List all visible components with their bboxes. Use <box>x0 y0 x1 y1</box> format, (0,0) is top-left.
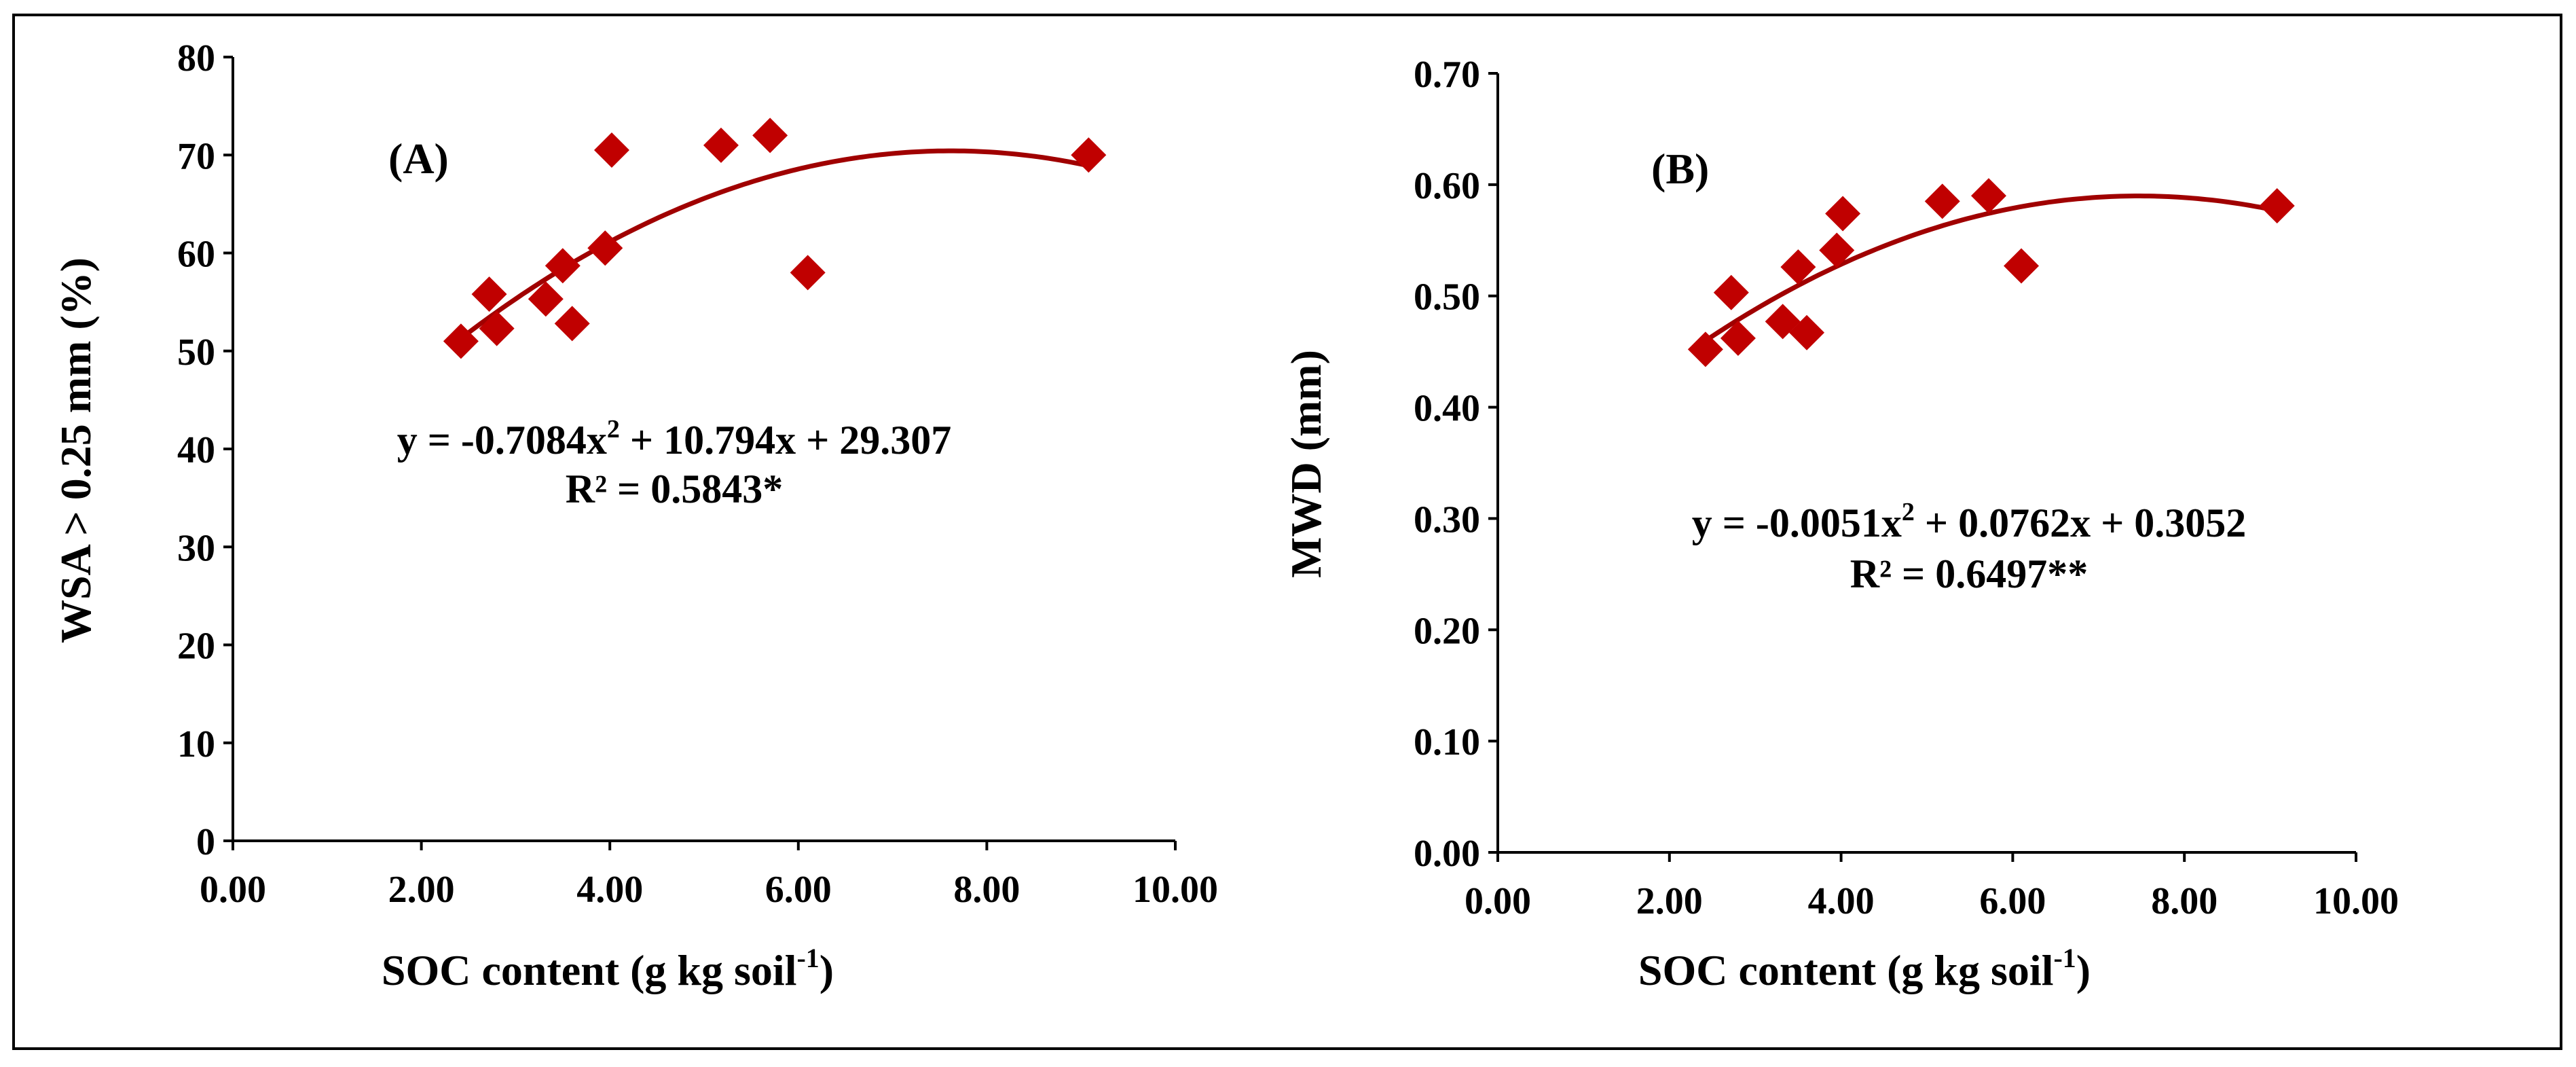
panel-a-equation-sup: 2 <box>607 415 620 444</box>
panel-a-y-tick-labels: 0 10 20 30 40 50 60 70 80 <box>177 37 215 863</box>
panel-b-x-axis-label-main: SOC content (g kg soil <box>1638 946 2054 994</box>
panel-b-x-axis-label-close: ) <box>2076 946 2091 994</box>
panel-a-y-tick-label: 80 <box>177 37 215 79</box>
panel-a-data-point <box>528 281 564 317</box>
panel-b-y-tick-labels: 0.00 0.10 0.20 0.30 0.40 0.50 0.60 0.70 <box>1414 54 1480 875</box>
panel-a-data-point <box>587 230 623 266</box>
panel-a-label: (A) <box>388 134 449 183</box>
panel-b-axes <box>1488 72 2357 862</box>
panel-b-data-point <box>1789 314 1825 350</box>
panel-b-x-tick-label: 6.00 <box>1979 880 2046 922</box>
panel-b-y-tick-label: 0.60 <box>1414 165 1480 207</box>
panel-b-data-point <box>1720 320 1756 356</box>
panel-b-data-point <box>1713 274 1749 310</box>
panel-a-y-tick-label: 20 <box>177 626 215 668</box>
panel-a-x-axis-label-close: ) <box>820 946 834 994</box>
panel-b-data-point <box>1971 178 2007 214</box>
panel-a: 0 10 20 30 40 50 60 70 80 0.00 2.00 4.00 6.00 8.00 10… <box>52 37 1218 994</box>
panel-a-x-tick-labels: 0.00 2.00 4.00 6.00 8.00 10.00 <box>200 869 1218 911</box>
panel-a-x-tick-label: 10.00 <box>1133 869 1218 911</box>
panel-a-y-tick-label: 50 <box>177 331 215 374</box>
panel-b-equation-sup: 2 <box>1902 498 1915 526</box>
panel-b-y-tick-label: 0.00 <box>1414 833 1480 875</box>
panel-b-data-point <box>1825 196 1861 232</box>
figure-frame <box>12 14 2562 1050</box>
panel-b-data-point <box>1780 249 1816 285</box>
panel-b-equation-pre: y = -0.0051x <box>1692 501 1902 545</box>
panel-b-y-tick-label: 0.10 <box>1414 721 1480 763</box>
panel-a-x-tick-label: 6.00 <box>765 869 832 911</box>
panel-a-x-tick-label: 0.00 <box>200 869 266 911</box>
panel-b-data-point <box>2004 248 2040 284</box>
panel-a-data-point <box>471 276 507 312</box>
panel-a-x-axis-label-main: SOC content (g kg soil <box>382 946 797 994</box>
panel-b-y-tick-label: 0.50 <box>1414 276 1480 319</box>
panel-b-label: (B) <box>1651 145 1709 193</box>
panel-b-data-point <box>1819 232 1855 268</box>
panel-a-equation-post: + 10.794x + 29.307 <box>620 418 951 463</box>
panel-a-y-tick-label: 30 <box>177 527 215 569</box>
panel-b-equation-post: + 0.0762x + 0.3052 <box>1915 501 2246 545</box>
panel-a-y-axis-label: WSA > 0.25 mm (%) <box>52 257 100 643</box>
panel-a-data-point <box>752 117 788 153</box>
panel-a-equation-pre: y = -0.7084x <box>397 418 607 463</box>
panel-a-x-tick-label: 8.00 <box>953 869 1020 911</box>
panel-b-y-tick-label: 0.20 <box>1414 610 1480 652</box>
panel-a-y-tick-label: 70 <box>177 135 215 177</box>
panel-a-data-point <box>593 132 629 168</box>
panel-b-x-tick-label: 4.00 <box>1808 880 1875 922</box>
panel-b-trendline <box>1702 194 2279 344</box>
panel-b-r-squared: R² = 0.6497** <box>1850 551 2089 596</box>
panel-a-data-point <box>703 127 739 163</box>
panel-b-x-tick-labels: 0.00 2.00 4.00 6.00 8.00 10.00 <box>1465 880 2399 922</box>
panel-b-y-axis-label: MWD (mm) <box>1282 350 1330 578</box>
panel-a-data-point <box>443 323 479 359</box>
panel-a-y-tick-label: 0 <box>196 821 215 863</box>
panel-a-points <box>443 117 1107 359</box>
panel-b-x-tick-label: 2.00 <box>1636 880 1703 922</box>
panel-b-x-axis-label: SOC content (g kg soil-1) <box>1638 943 2091 994</box>
panel-b-x-tick-label: 0.00 <box>1465 880 1531 922</box>
panel-a-data-point <box>554 306 590 342</box>
panel-b-data-point <box>1687 331 1723 367</box>
panel-b-y-tick-label: 0.70 <box>1414 54 1480 96</box>
panel-a-equation: y = -0.7084x2 + 10.794x + 29.307 <box>397 415 952 463</box>
panel-a-x-axis-label-sup: -1 <box>796 943 819 973</box>
panel-a-r-squared: R² = 0.5843* <box>566 467 784 511</box>
panel-b-y-tick-label: 0.40 <box>1414 388 1480 430</box>
panel-b-data-point <box>2259 187 2295 223</box>
panel-b-x-tick-label: 10.00 <box>2313 880 2399 922</box>
panel-a-data-point <box>1071 137 1107 173</box>
panel-b-points <box>1687 178 2295 367</box>
panel-b-data-point <box>1924 183 1960 219</box>
panel-a-y-tick-label: 40 <box>177 429 215 471</box>
panel-a-data-point <box>479 310 515 346</box>
panel-a-x-axis-label: SOC content (g kg soil-1) <box>382 943 834 994</box>
panel-a-y-tick-label: 60 <box>177 234 215 276</box>
panel-a-axes <box>223 56 1177 850</box>
panel-a-data-point <box>790 255 826 291</box>
panel-a-data-point <box>545 248 581 284</box>
panel-b-equation: y = -0.0051x2 + 0.0762x + 0.3052 <box>1692 498 2247 545</box>
panel-b-x-axis-label-sup: -1 <box>2053 943 2076 973</box>
panel-b-x-tick-label: 8.00 <box>2151 880 2218 922</box>
panel-b: 0.00 0.10 0.20 0.30 0.40 0.50 0.60 0.70 0.00 2.0… <box>1282 54 2399 994</box>
panel-a-x-tick-label: 2.00 <box>388 869 455 911</box>
panel-a-x-tick-label: 4.00 <box>576 869 643 911</box>
panel-a-y-tick-label: 10 <box>177 723 215 765</box>
panel-b-y-tick-label: 0.30 <box>1414 499 1480 541</box>
